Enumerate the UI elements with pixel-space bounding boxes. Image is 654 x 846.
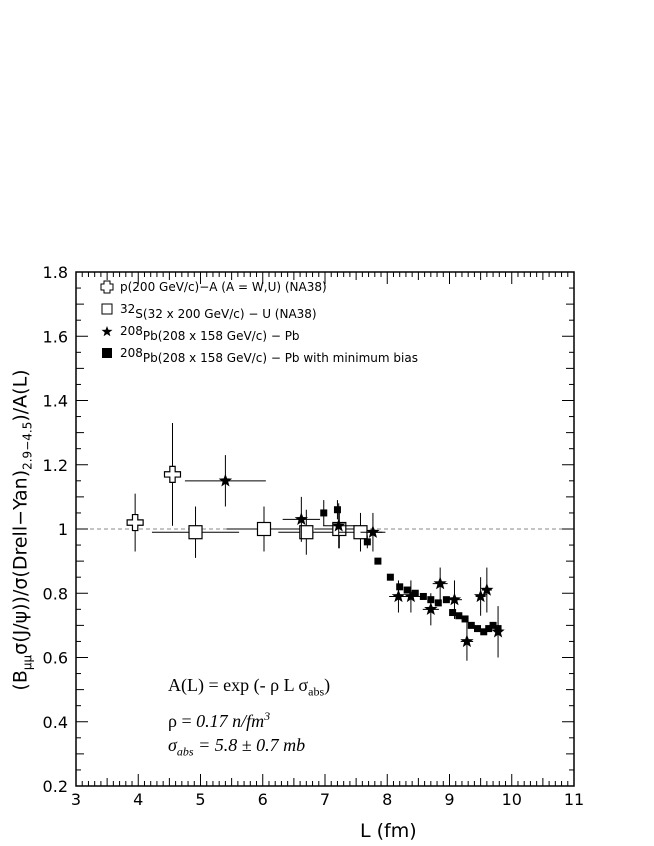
data-point-filled-square <box>333 506 341 514</box>
open-cross-icon <box>100 280 114 294</box>
data-point-filled-square <box>386 573 394 581</box>
data-point-open-cross <box>126 513 144 532</box>
x-tick-label: 9 <box>444 790 454 809</box>
data-point-star <box>218 473 233 487</box>
x-tick-label: 5 <box>195 790 205 809</box>
legend-label: 32S(32 x 200 GeV/c) − U (NA38) <box>120 302 317 321</box>
y-tick-label: 1.8 <box>43 263 68 282</box>
x-tick-label: 3 <box>71 790 81 809</box>
data-point-open-square <box>299 525 314 540</box>
x-tick-label: 7 <box>320 790 330 809</box>
series-filled-square <box>320 500 502 636</box>
data-point-filled-square <box>363 538 371 546</box>
x-tick-label: 6 <box>258 790 268 809</box>
data-point-filled-square <box>461 615 469 623</box>
data-point-star <box>474 589 488 603</box>
data-point-star <box>404 589 418 603</box>
data-point-filled-square <box>467 621 475 629</box>
y-axis-label: (Bμμσ(J/ψ))/σ(Drell−Yan)2.9−4.5)/A(L) <box>9 369 35 691</box>
y-tick-label: 0.4 <box>43 713 68 732</box>
data-point-filled-square <box>455 612 463 620</box>
formula-line-sigma: σabs = 5.8 ± 0.7 mb <box>168 734 306 759</box>
y-tick-label: 1.6 <box>43 327 68 346</box>
y-tick-label: 1.2 <box>43 456 68 475</box>
data-point-filled-square <box>480 628 488 636</box>
star-icon <box>101 326 113 337</box>
data-point-star <box>294 512 308 525</box>
data-point-filled-square <box>489 621 497 629</box>
data-point-filled-square <box>374 557 382 565</box>
data-point-star <box>332 518 346 532</box>
data-point-filled-square <box>403 586 411 594</box>
data-point-filled-square <box>494 625 502 633</box>
data-point-star <box>424 602 438 615</box>
y-tick-label: 0.2 <box>43 777 68 796</box>
data-point-star <box>480 583 494 596</box>
x-tick-label: 4 <box>133 790 143 809</box>
data-point-star <box>433 576 447 590</box>
data-point-filled-square <box>320 509 328 517</box>
filled-square-icon <box>102 348 112 358</box>
formula-line-absorption: A(L) = exp (- ρ L σabs) <box>168 675 331 699</box>
y-tick-label: 0.6 <box>43 649 68 668</box>
data-point-open-square <box>188 525 203 540</box>
data-point-open-square <box>256 521 272 537</box>
legend-label: 208Pb(208 x 158 GeV/c) − Pb <box>120 324 300 343</box>
data-point-filled-square <box>427 596 435 604</box>
series-star <box>184 455 505 661</box>
formula-annotation: A(L) = exp (- ρ L σabs) ρ = 0.17 n/fm3 σ… <box>168 673 330 763</box>
series-open-cross <box>126 422 182 552</box>
y-tick-label: 1.4 <box>43 392 68 411</box>
data-point-star <box>366 525 380 538</box>
series-open-square <box>151 506 383 558</box>
data-point-filled-square <box>485 625 493 633</box>
data-point-star <box>447 592 462 606</box>
data-point-open-cross <box>163 465 182 483</box>
data-point-filled-square <box>411 589 419 597</box>
x-axis-label: L (fm) <box>360 820 417 842</box>
data-point-star <box>460 634 474 648</box>
data-point-filled-square <box>442 596 450 604</box>
y-tick-label: 0.8 <box>43 584 68 603</box>
data-point-filled-square <box>396 583 404 591</box>
data-point-filled-square <box>449 609 457 617</box>
x-tick-label: 10 <box>502 790 522 809</box>
legend-label: p(200 GeV/c)−A (A = W,U) (NA38) <box>120 280 327 294</box>
x-tick-label: 8 <box>382 790 392 809</box>
data-point-star <box>391 589 406 603</box>
x-tick-label: 11 <box>564 790 584 809</box>
y-tick-label: 1 <box>58 520 68 539</box>
legend-label: 208Pb(208 x 158 GeV/c) − Pb with minimum… <box>120 346 418 365</box>
data-point-filled-square <box>434 599 442 607</box>
data-point-filled-square <box>474 625 482 633</box>
data-point-filled-square <box>419 592 427 600</box>
formula-line-density: ρ = 0.17 n/fm3 <box>168 708 271 731</box>
open-square-icon <box>101 303 113 315</box>
